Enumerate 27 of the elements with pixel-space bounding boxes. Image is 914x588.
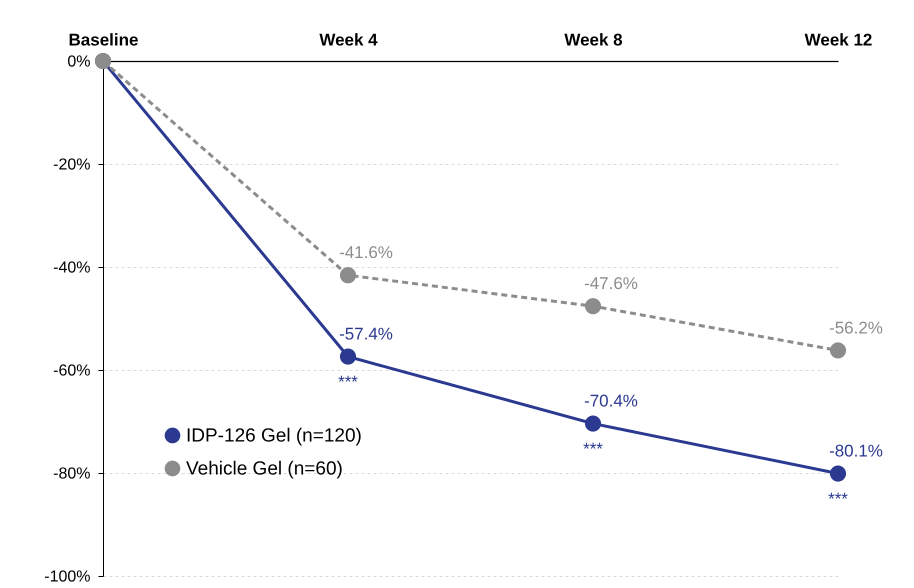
annotation: *** (583, 440, 604, 459)
legend-label: Vehicle Gel (n=60) (186, 458, 343, 480)
y-tick-label: -20% (53, 156, 90, 174)
x-tick-label: Week 4 (319, 30, 378, 50)
point (340, 267, 356, 284)
data-label: -41.6% (339, 243, 393, 262)
y-tick-label: 0% (67, 54, 90, 70)
y-tick-label: -40% (53, 260, 90, 276)
data-label: -57.4% (339, 324, 393, 344)
x-tick-label: Baseline (68, 30, 138, 50)
point (340, 348, 356, 365)
legend-label: IDP-126 Gel (n=120) (186, 426, 362, 446)
x-tick-label: Week 12 (804, 30, 872, 50)
point (584, 416, 602, 432)
point (584, 298, 602, 314)
x-tick-label: Week 8 (564, 30, 623, 50)
point (830, 465, 846, 482)
y-tick-label: -60% (53, 362, 90, 380)
data-label: -80.1% (829, 442, 883, 461)
point (830, 342, 846, 358)
annotation: *** (338, 372, 358, 392)
annotation: *** (828, 490, 848, 509)
y-tick-label: -100% (44, 568, 90, 586)
data-label: -47.6% (584, 274, 638, 294)
data-label: -70.4% (584, 392, 638, 411)
data-label: -56.2% (829, 318, 883, 338)
y-tick-label: -80% (53, 466, 90, 482)
